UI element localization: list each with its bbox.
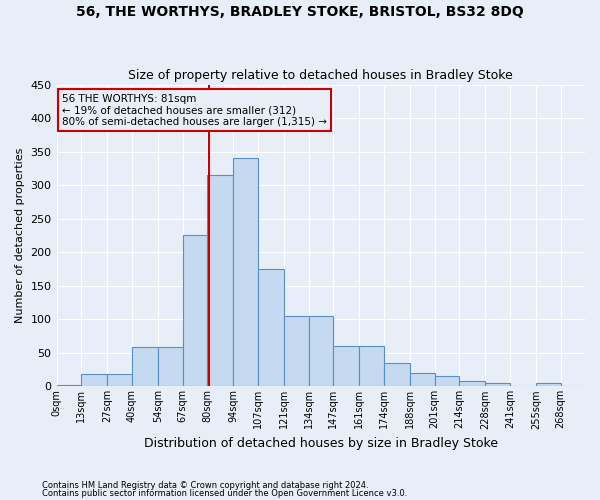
- Bar: [107, 374, 132, 386]
- Bar: [410, 373, 434, 386]
- Bar: [158, 348, 182, 387]
- Text: Contains public sector information licensed under the Open Government Licence v3: Contains public sector information licen…: [42, 489, 407, 498]
- Y-axis label: Number of detached properties: Number of detached properties: [15, 148, 25, 323]
- Bar: [459, 381, 485, 386]
- Text: Contains HM Land Registry data © Crown copyright and database right 2024.: Contains HM Land Registry data © Crown c…: [42, 480, 368, 490]
- Text: 56, THE WORTHYS, BRADLEY STOKE, BRISTOL, BS32 8DQ: 56, THE WORTHYS, BRADLEY STOKE, BRISTOL,…: [76, 5, 524, 19]
- Bar: [258, 269, 284, 386]
- Bar: [56, 385, 81, 386]
- Bar: [384, 363, 410, 386]
- Bar: [359, 346, 384, 387]
- Bar: [333, 346, 359, 387]
- Text: 56 THE WORTHYS: 81sqm
← 19% of detached houses are smaller (312)
80% of semi-det: 56 THE WORTHYS: 81sqm ← 19% of detached …: [62, 94, 327, 127]
- Bar: [434, 376, 459, 386]
- X-axis label: Distribution of detached houses by size in Bradley Stoke: Distribution of detached houses by size …: [144, 437, 498, 450]
- Bar: [233, 158, 258, 386]
- Bar: [536, 383, 560, 386]
- Bar: [485, 383, 510, 386]
- Bar: [284, 316, 308, 386]
- Bar: [308, 316, 333, 386]
- Bar: [81, 374, 107, 386]
- Title: Size of property relative to detached houses in Bradley Stoke: Size of property relative to detached ho…: [128, 69, 513, 82]
- Bar: [182, 236, 207, 386]
- Bar: [132, 348, 158, 387]
- Bar: [207, 175, 233, 386]
